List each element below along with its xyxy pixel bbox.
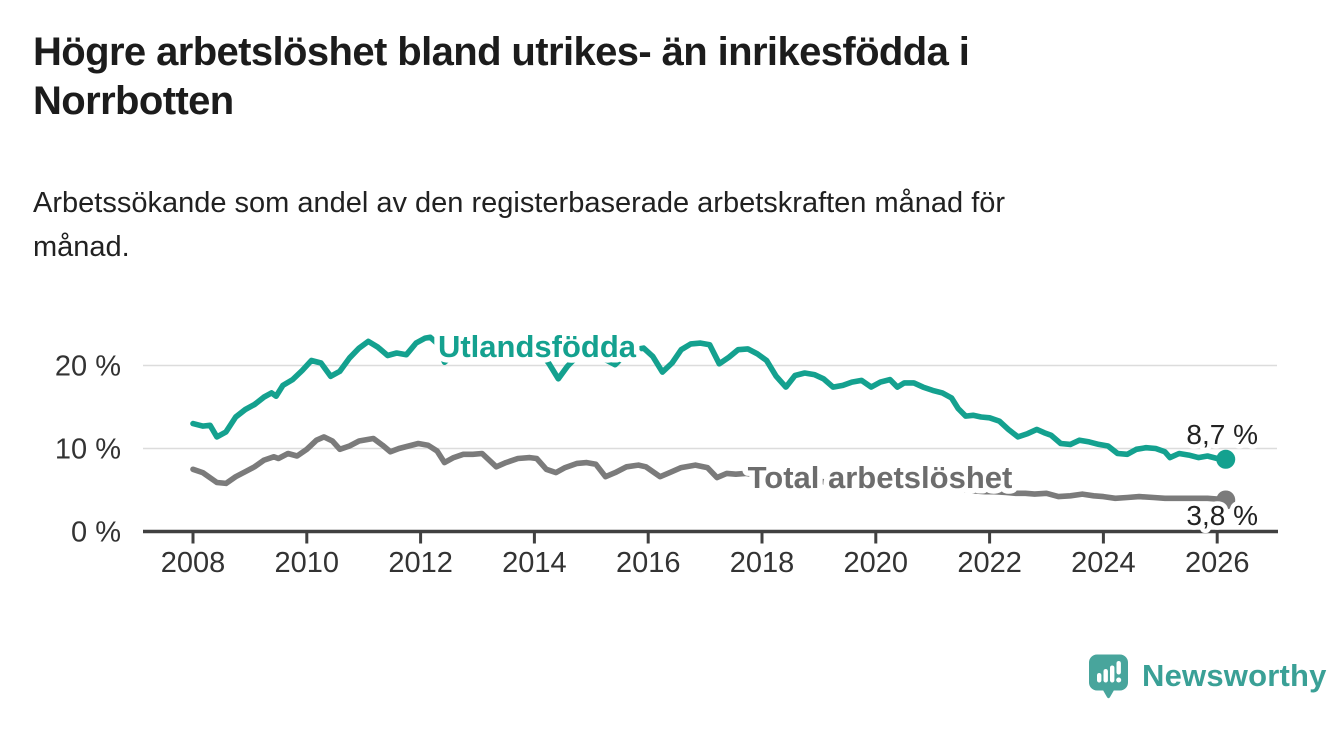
newsworthy-wordmark: Newsworthy — [1142, 658, 1327, 693]
newsworthy-logo: Newsworthy — [1086, 652, 1327, 700]
x-tick-label: 2014 — [502, 547, 567, 579]
end-value-label-utlandsfodda: 8,7 % — [1186, 419, 1258, 450]
y-tick-label: 0 % — [71, 517, 121, 549]
x-tick-label: 2022 — [957, 547, 1022, 579]
page-subtitle: Arbetssökande som andel av den registerb… — [33, 187, 1006, 263]
unemployment-line-chart: 0 % 10 % 20 % 2008 2010 2012 2014 2016 2018 2020 2… — [54, 329, 1278, 579]
bar-medium — [1103, 669, 1108, 683]
bar-small — [1097, 673, 1102, 683]
x-tick-label: 2012 — [388, 547, 453, 579]
series-label-total: Total arbetslöshet — [748, 460, 1013, 495]
x-tick-label: 2008 — [161, 547, 226, 579]
y-tick-label: 20 % — [55, 351, 121, 383]
bar-large — [1110, 665, 1115, 683]
series-line-total — [190, 434, 1229, 503]
x-tick-label: 2024 — [1071, 547, 1136, 579]
x-tick-label: 2016 — [616, 547, 681, 579]
x-tick-label: 2020 — [844, 547, 909, 579]
x-tick-label: 2026 — [1185, 547, 1250, 579]
y-tick-label: 10 % — [55, 434, 121, 466]
x-tick-label: 2018 — [730, 547, 795, 579]
series-end-dot-utlandsfodda — [1216, 449, 1236, 469]
series-line-utlandsfodda — [190, 334, 1229, 463]
exclamation-bar — [1116, 661, 1121, 675]
x-tick-label: 2010 — [275, 547, 340, 579]
exclamation-dot — [1116, 677, 1122, 683]
end-value-label-total: 3,8 % — [1186, 500, 1258, 531]
page-title: Högre arbetslöshet bland utrikes- än inr… — [33, 30, 970, 123]
series-label-utlandsfodda: Utlandsfödda — [438, 329, 637, 364]
bubble-shape — [1089, 654, 1128, 699]
newsworthy-bubble-chart-icon — [1089, 654, 1128, 699]
series-end-dot-total — [1216, 490, 1236, 510]
